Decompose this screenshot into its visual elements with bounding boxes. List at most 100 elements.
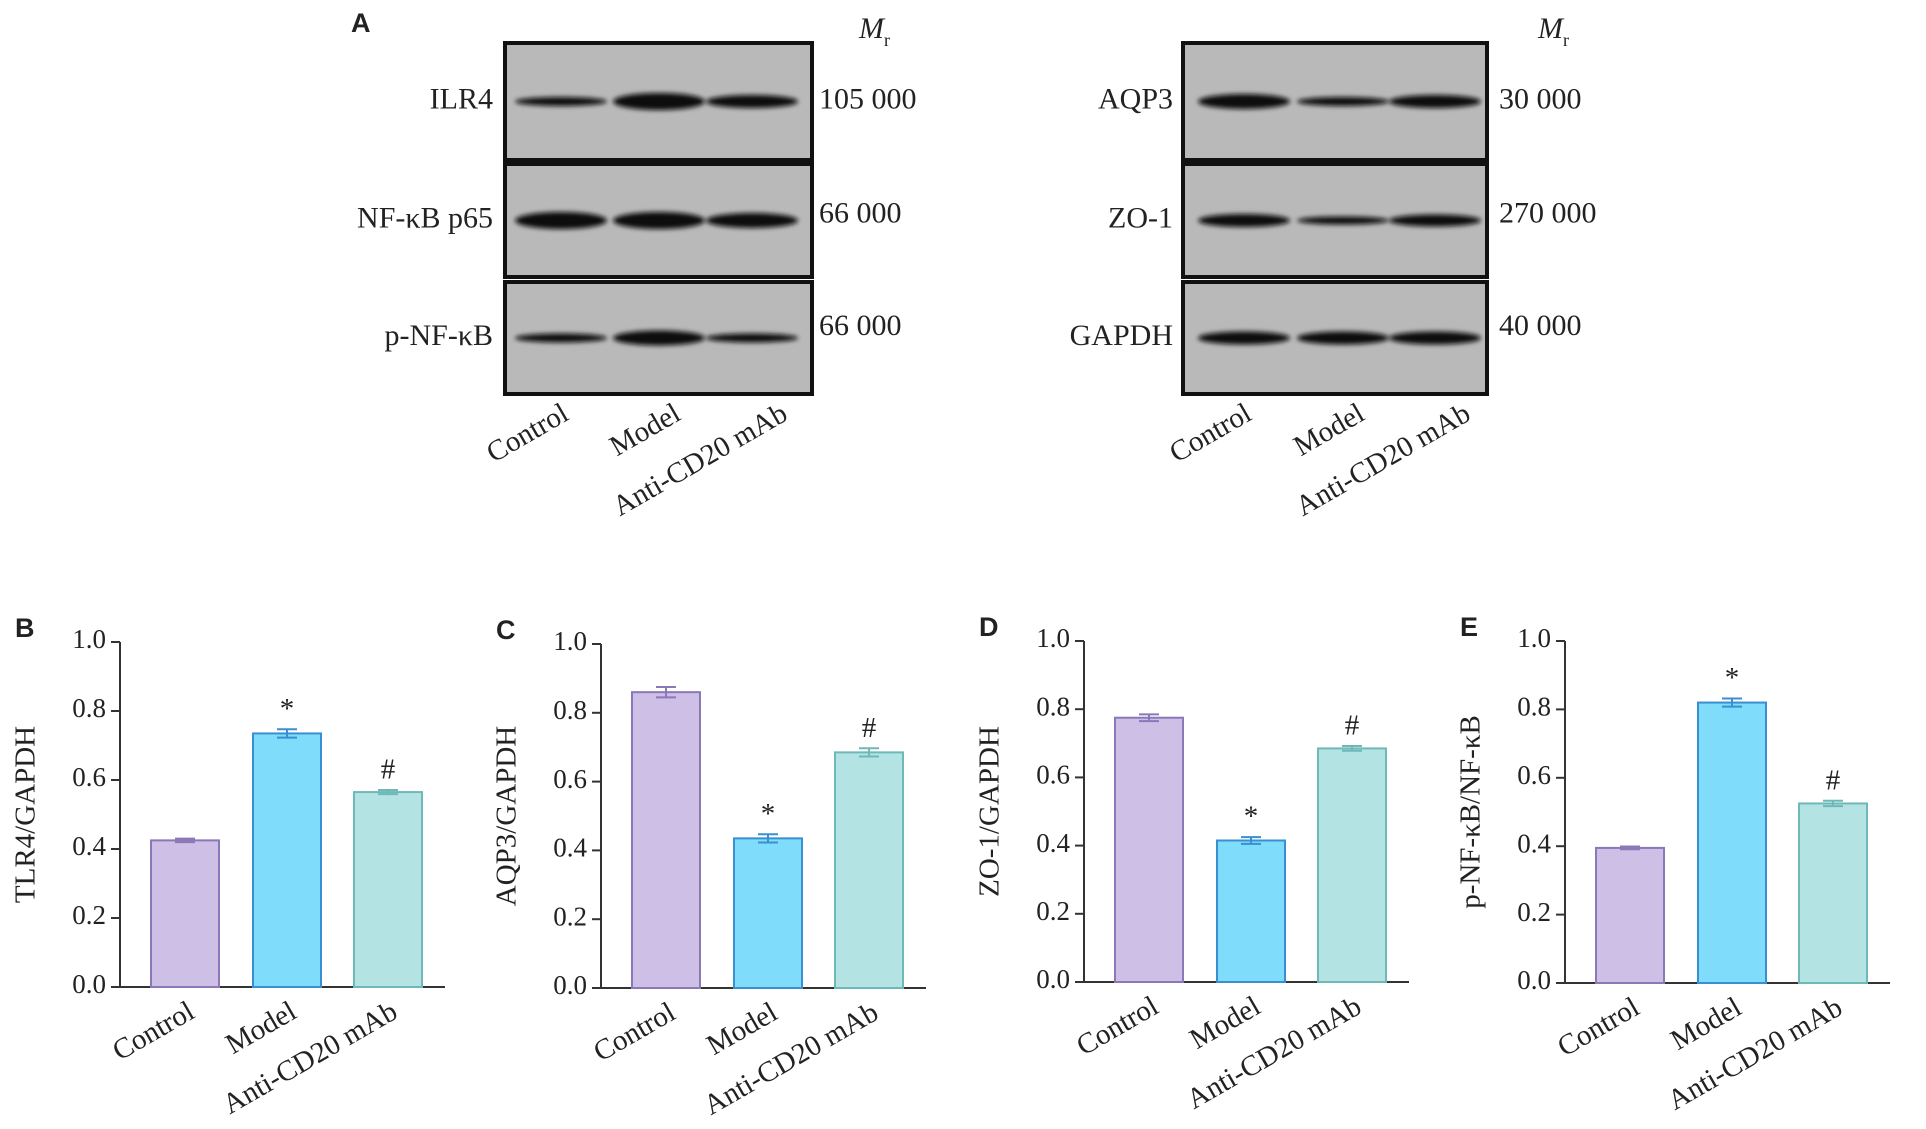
bar: [252, 732, 322, 988]
x-tick-label: Control: [588, 996, 681, 1068]
band: [1389, 95, 1481, 108]
panel-label: A: [351, 8, 371, 38]
lane-label: Model: [1288, 397, 1370, 463]
y-tick-label: 0.8: [1036, 691, 1070, 721]
bar: [1114, 716, 1184, 983]
lane-label: Anti-CD20 mAb: [1290, 397, 1476, 523]
protein-label: GAPDH: [1070, 319, 1173, 352]
significance-mark: *: [1725, 662, 1740, 694]
mr-label: 40 000: [1499, 309, 1582, 342]
band: [1198, 331, 1290, 345]
y-tick-label: 0.2: [72, 900, 106, 930]
band: [613, 93, 705, 110]
error-bar: [1823, 799, 1843, 808]
error-bar: [1342, 745, 1362, 752]
significance-mark: #: [1826, 764, 1841, 796]
error-bar: [859, 747, 879, 758]
bar: [733, 837, 803, 989]
error-bar: [1620, 845, 1640, 851]
mr-symbol: M: [1537, 12, 1565, 45]
y-tick-label: 0.6: [553, 764, 587, 794]
protein-label: AQP3: [1098, 82, 1173, 115]
band: [706, 333, 798, 343]
panel-label: E: [1460, 612, 1478, 642]
band: [706, 95, 798, 108]
y-tick-label: 0.0: [72, 969, 106, 999]
y-tick-label: 1.0: [553, 626, 587, 656]
x-tick-label: Control: [1552, 991, 1645, 1063]
error-bar: [175, 837, 195, 844]
error-bar: [1722, 697, 1742, 708]
band: [515, 333, 607, 343]
y-tick-label: 1.0: [1517, 623, 1551, 653]
y-axis-title: p-NF-κB/NF-κB: [1455, 715, 1487, 909]
error-bar: [758, 833, 778, 844]
error-bar: [1139, 713, 1159, 723]
x-tick-label: Control: [107, 995, 200, 1067]
x-tick-label: Anti-CD20 mAb: [217, 995, 403, 1121]
x-tick-label: Anti-CD20 mAb: [698, 996, 884, 1122]
y-axis-title: TLR4/GAPDH: [10, 726, 42, 903]
bar: [150, 839, 220, 988]
x-tick-label: Control: [1071, 990, 1164, 1062]
mr-subscript: r: [1563, 30, 1569, 50]
x-tick-label: Anti-CD20 mAb: [1662, 991, 1848, 1117]
y-tick-label: 0.2: [1517, 897, 1551, 927]
bar: [1595, 846, 1665, 984]
lane-label: Model: [604, 397, 686, 463]
significance-mark: *: [1244, 801, 1259, 833]
error-bar: [656, 686, 676, 699]
mr-label: 270 000: [1499, 196, 1597, 229]
y-tick-label: 0.4: [1517, 828, 1551, 858]
band: [613, 330, 705, 346]
band: [1297, 97, 1389, 106]
error-bar: [1241, 836, 1261, 845]
y-tick-label: 1.0: [1036, 623, 1070, 653]
significance-mark: #: [862, 712, 877, 744]
y-tick-label: 0.2: [1036, 896, 1070, 926]
y-tick-label: 0.8: [553, 695, 587, 725]
bar: [1317, 747, 1387, 983]
protein-label: p-NF-κB: [385, 319, 493, 352]
panel-label: B: [15, 613, 35, 643]
y-tick-label: 1.0: [72, 624, 106, 654]
band: [1198, 214, 1290, 227]
band: [613, 212, 705, 229]
mr-label: 66 000: [819, 309, 902, 342]
bar: [353, 791, 423, 989]
significance-mark: *: [761, 798, 776, 830]
band: [1297, 216, 1389, 225]
significance-mark: #: [381, 754, 396, 786]
band: [515, 97, 607, 106]
band: [1297, 331, 1389, 345]
y-tick-label: 0.4: [72, 831, 106, 861]
y-tick-label: 0.6: [72, 762, 106, 792]
y-tick-label: 0.4: [1036, 828, 1070, 858]
bar: [1697, 701, 1767, 984]
mr-label: 105 000: [819, 82, 917, 115]
y-axis-title: ZO-1/GAPDH: [974, 726, 1006, 897]
y-tick-label: 0.6: [1036, 760, 1070, 790]
protein-label: ILR4: [430, 82, 493, 115]
band: [706, 213, 798, 228]
error-bar: [277, 728, 297, 739]
band: [1198, 94, 1290, 109]
y-tick-label: 0.0: [553, 970, 587, 1000]
lane-label: Control: [1164, 397, 1257, 469]
band: [1389, 214, 1481, 227]
mr-symbol: M: [858, 12, 886, 45]
bar: [1216, 839, 1286, 983]
y-tick-label: 0.8: [72, 693, 106, 723]
y-tick-label: 0.8: [1517, 692, 1551, 722]
mr-subscript: r: [884, 30, 890, 50]
x-tick-label: Anti-CD20 mAb: [1181, 990, 1367, 1116]
y-tick-label: 0.2: [553, 901, 587, 931]
bar: [631, 691, 701, 989]
panel-label: C: [496, 615, 516, 645]
bar: [834, 751, 904, 989]
significance-mark: #: [1345, 710, 1360, 742]
protein-label: ZO-1: [1108, 201, 1173, 234]
y-tick-label: 0.0: [1517, 965, 1551, 995]
y-axis-title: AQP3/GAPDH: [491, 726, 523, 907]
